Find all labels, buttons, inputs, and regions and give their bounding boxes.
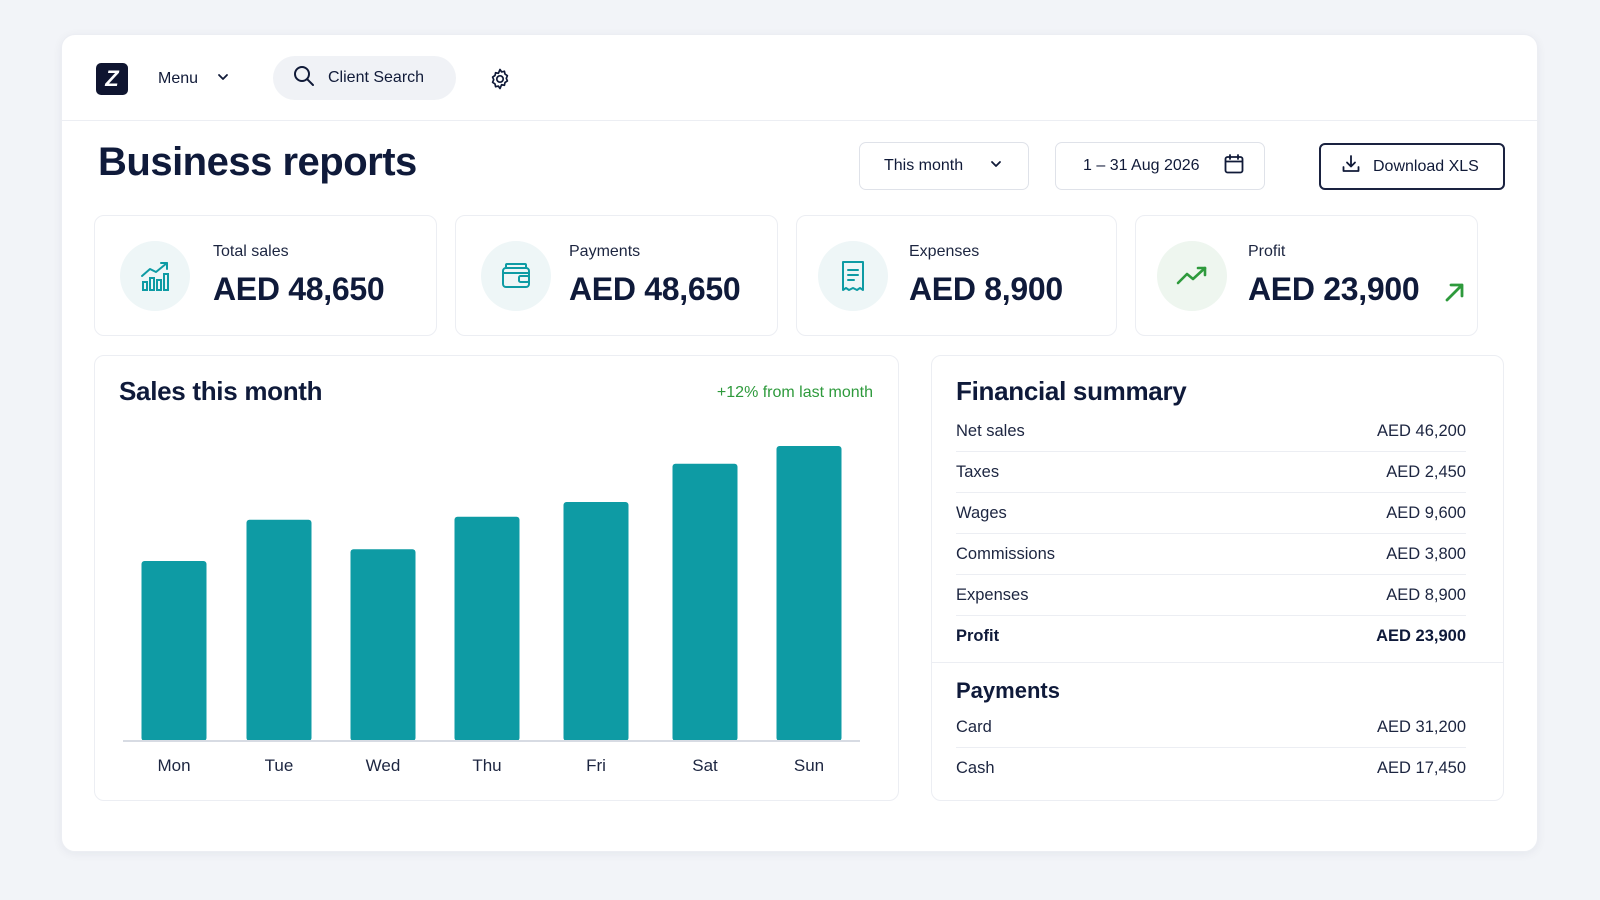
stat-card-profit: Profit AED 23,900 <box>1135 215 1478 336</box>
page-title: Business reports <box>98 140 417 184</box>
bar-wed <box>350 549 416 741</box>
stat-label: Payments <box>569 243 641 260</box>
period-value: This month <box>884 157 964 174</box>
bar-thu <box>454 516 520 741</box>
payments-title: Payments <box>956 678 1060 703</box>
x-tick-label: Wed <box>366 756 401 775</box>
chevron-down-icon <box>216 70 230 89</box>
row-value: AED 9,600 <box>1386 503 1466 522</box>
row-value: AED 3,800 <box>1386 544 1466 563</box>
financial-summary-title: Financial summary <box>956 376 1187 406</box>
row-label: Card <box>956 717 992 736</box>
gear-icon[interactable] <box>487 66 513 92</box>
row-value: AED 17,450 <box>1377 759 1466 777</box>
bar-tue <box>246 519 312 741</box>
bar-fri <box>563 502 629 741</box>
search-icon <box>293 65 315 92</box>
row-label: Commissions <box>956 544 1056 563</box>
date-range-value: 1 – 31 Aug 2026 <box>1083 157 1200 174</box>
bar-mon <box>141 561 207 741</box>
stat-card-payments: Payments AED 48,650 <box>455 215 778 336</box>
row-label: Expenses <box>956 585 1029 604</box>
client-search-button[interactable]: Client Search <box>273 56 456 100</box>
stat-value: AED 8,900 <box>909 271 1063 307</box>
chart-title: Sales this month <box>119 376 323 406</box>
summary-row-expenses: Expenses AED 8,900 <box>956 575 1466 616</box>
bar-sat <box>672 463 738 741</box>
row-label: Taxes <box>956 462 1000 481</box>
row-label: Wages <box>956 503 1007 522</box>
stat-value: AED 48,650 <box>569 271 741 307</box>
x-tick-label: Thu <box>472 756 501 775</box>
stat-label: Profit <box>1248 243 1286 260</box>
row-value: AED 8,900 <box>1386 585 1466 604</box>
x-tick-label: Tue <box>265 756 294 775</box>
summary-row-profit: Profit AED 23,900 <box>956 616 1466 657</box>
client-search-label: Client Search <box>328 69 425 86</box>
download-icon <box>1341 154 1361 179</box>
sales-bar-chart: Mon Tue Wed Thu Fri Sat Sun <box>123 446 860 775</box>
payment-row-card: Card AED 31,200 <box>956 707 1466 748</box>
period-select[interactable]: This month <box>859 142 1029 190</box>
bar-chart-icon <box>120 241 190 311</box>
top-bar: Z Menu Client Search <box>62 35 1537 121</box>
row-label: Profit <box>956 627 1000 645</box>
x-tick-label: Sat <box>692 756 718 775</box>
calendar-icon <box>1223 153 1245 180</box>
x-tick-label: Mon <box>157 756 190 775</box>
download-xls-button[interactable]: Download XLS <box>1319 143 1505 190</box>
row-label: Net sales <box>956 421 1025 440</box>
receipt-icon <box>818 241 888 311</box>
summary-row-commissions: Commissions AED 3,800 <box>956 534 1466 575</box>
stat-card-total-sales: Total sales AED 48,650 <box>94 215 437 336</box>
sales-chart-panel: Sales this month +12% from last month Mo… <box>94 355 899 801</box>
row-value: AED 46,200 <box>1377 421 1466 440</box>
section-divider <box>932 662 1503 663</box>
menu-label: Menu <box>158 70 199 87</box>
stat-value: AED 48,650 <box>213 271 385 307</box>
x-tick-label: Fri <box>586 756 606 775</box>
arrow-up-right-icon <box>1443 280 1467 309</box>
summary-row-net-sales: Net sales AED 46,200 <box>956 411 1466 452</box>
payment-row-cash: Cash AED 17,450 <box>956 748 1466 789</box>
financial-summary-panel: Financial summary Net sales AED 46,200 T… <box>931 355 1504 801</box>
date-range-picker[interactable]: 1 – 31 Aug 2026 <box>1055 142 1265 190</box>
trend-up-icon <box>1157 241 1227 311</box>
wallet-icon <box>481 241 551 311</box>
download-label: Download XLS <box>1373 157 1479 175</box>
menu-button[interactable]: Menu <box>158 63 230 95</box>
app-logo[interactable]: Z <box>96 63 128 95</box>
stat-label: Expenses <box>909 243 980 260</box>
bar-sun <box>776 446 842 741</box>
row-value: AED 2,450 <box>1386 462 1466 481</box>
logo-letter: Z <box>105 66 119 91</box>
chevron-down-icon <box>989 157 1003 176</box>
summary-row-wages: Wages AED 9,600 <box>956 493 1466 534</box>
stat-label: Total sales <box>213 243 289 260</box>
app-window: Z Menu Client Search Business reports Th… <box>61 34 1538 852</box>
row-value: AED 31,200 <box>1377 717 1466 736</box>
stat-value: AED 23,900 <box>1248 271 1420 307</box>
summary-row-taxes: Taxes AED 2,450 <box>956 452 1466 493</box>
change-note: +12% from last month <box>716 384 873 401</box>
x-tick-label: Sun <box>794 756 824 775</box>
stat-card-expenses: Expenses AED 8,900 <box>796 215 1117 336</box>
row-label: Cash <box>956 759 995 777</box>
row-value: AED 23,900 <box>1376 627 1466 645</box>
